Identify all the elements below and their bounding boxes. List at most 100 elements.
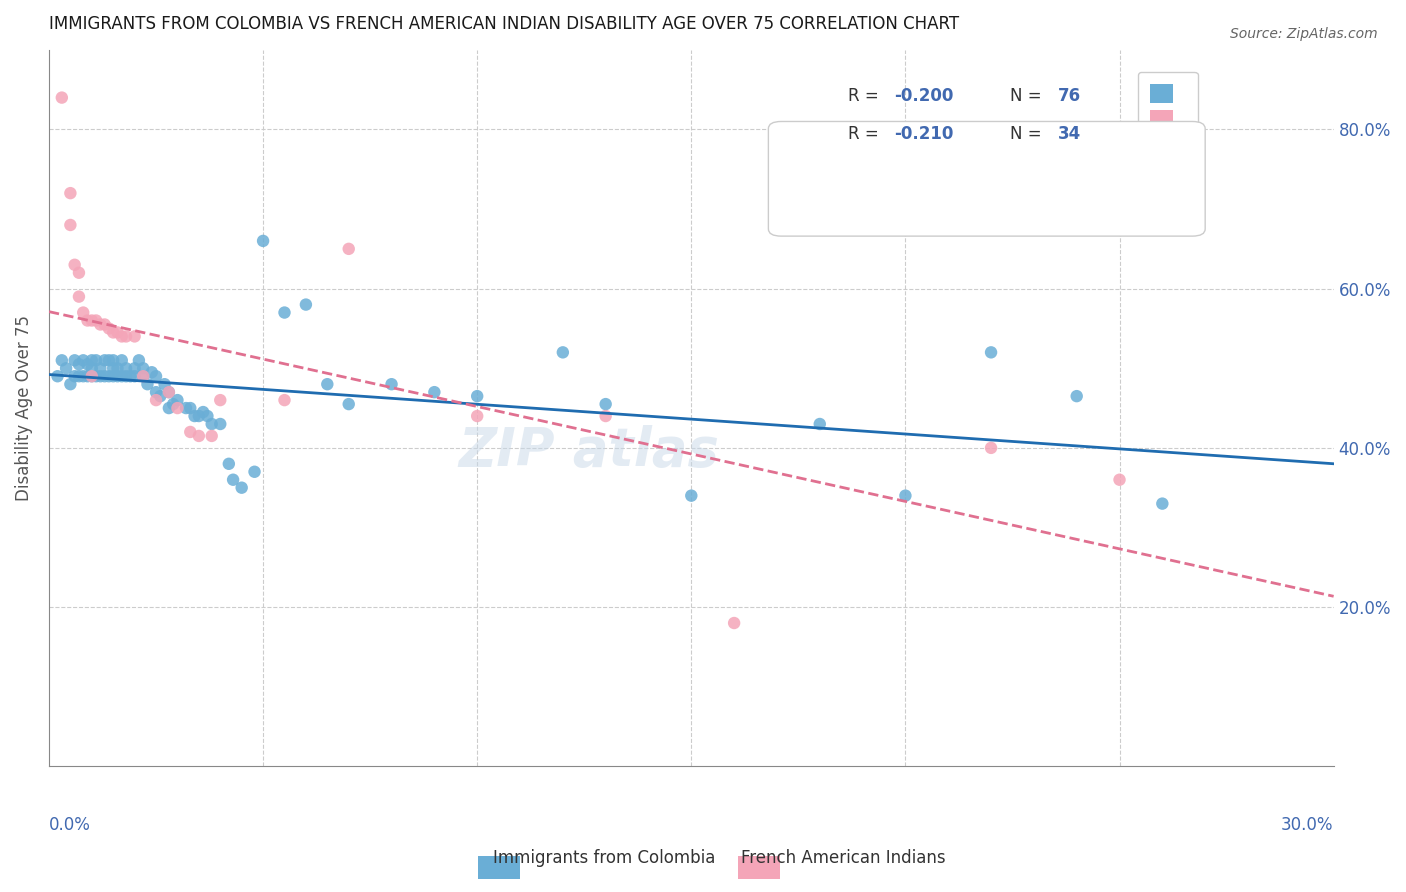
Point [132, 369, 155, 384]
Point [145, 393, 167, 408]
Text: -0.200: -0.200 [894, 87, 953, 104]
Point [89, 361, 111, 376]
Point [63, 369, 86, 384]
Point [80, 361, 103, 376]
Point [72, 369, 94, 384]
Text: N =: N = [1010, 87, 1047, 104]
Point [197, 409, 219, 423]
Point [59, 186, 82, 201]
Text: ZIP atlas: ZIP atlas [458, 425, 718, 477]
Point [97, 353, 120, 368]
Point [103, 326, 125, 340]
Point [107, 369, 129, 384]
Point [72, 305, 94, 319]
Point [273, 393, 295, 408]
Point [162, 397, 184, 411]
Point [84, 353, 107, 368]
Text: 0.0%: 0.0% [49, 816, 91, 835]
Point [63, 353, 86, 368]
Text: N =: N = [1010, 126, 1047, 144]
Point [980, 441, 1002, 455]
Point [337, 397, 360, 411]
Point [157, 385, 180, 400]
Point [273, 305, 295, 319]
Point [67, 357, 90, 371]
Point [97, 321, 120, 335]
Point [107, 326, 129, 340]
Point [295, 297, 318, 311]
Point [107, 361, 129, 376]
Point [111, 353, 134, 368]
Point [980, 345, 1002, 359]
Text: 30.0%: 30.0% [1281, 816, 1334, 835]
Point [84, 313, 107, 327]
Point [149, 389, 172, 403]
Point [111, 329, 134, 343]
Point [67, 266, 90, 280]
Text: Source: ZipAtlas.com: Source: ZipAtlas.com [1230, 27, 1378, 41]
Point [187, 409, 209, 423]
Point [551, 345, 574, 359]
Y-axis label: Disability Age Over 75: Disability Age Over 75 [15, 315, 32, 501]
Point [132, 369, 155, 384]
Point [93, 318, 115, 332]
Point [55, 361, 77, 376]
FancyBboxPatch shape [769, 121, 1205, 236]
Point [218, 457, 240, 471]
Point [59, 377, 82, 392]
Text: Immigrants from Colombia: Immigrants from Colombia [494, 849, 716, 867]
Point [201, 429, 224, 443]
Point [115, 329, 138, 343]
Point [124, 361, 146, 376]
Point [157, 401, 180, 415]
Point [222, 473, 245, 487]
Text: R =: R = [848, 87, 884, 104]
Point [80, 313, 103, 327]
Point [191, 405, 214, 419]
Text: French American Indians: French American Indians [741, 849, 946, 867]
Point [111, 369, 134, 384]
Point [132, 361, 155, 376]
Text: 34: 34 [1057, 126, 1081, 144]
Legend: , : , [1137, 71, 1198, 141]
Point [201, 417, 224, 431]
Point [174, 401, 197, 415]
Point [1066, 389, 1088, 403]
Point [103, 369, 125, 384]
Point [894, 489, 917, 503]
Point [80, 369, 103, 384]
Point [209, 417, 232, 431]
Point [124, 329, 146, 343]
Point [80, 369, 103, 384]
Point [76, 369, 98, 384]
Point [67, 290, 90, 304]
Point [115, 369, 138, 384]
Point [89, 318, 111, 332]
Text: -0.210: -0.210 [894, 126, 953, 144]
Point [124, 369, 146, 384]
Point [209, 393, 232, 408]
Point [128, 353, 150, 368]
Point [243, 465, 266, 479]
Point [316, 377, 339, 392]
Point [67, 369, 90, 384]
Point [595, 409, 617, 423]
Point [166, 401, 188, 415]
Point [93, 369, 115, 384]
Point [93, 353, 115, 368]
Point [808, 417, 831, 431]
Point [723, 615, 745, 630]
Point [380, 377, 402, 392]
Point [231, 481, 253, 495]
Point [157, 385, 180, 400]
Text: 76: 76 [1057, 87, 1081, 104]
Point [423, 385, 446, 400]
Point [76, 313, 98, 327]
Point [681, 489, 703, 503]
Point [465, 409, 488, 423]
Point [166, 393, 188, 408]
Point [51, 353, 73, 368]
Point [141, 365, 163, 379]
Point [120, 369, 142, 384]
Point [80, 353, 103, 368]
